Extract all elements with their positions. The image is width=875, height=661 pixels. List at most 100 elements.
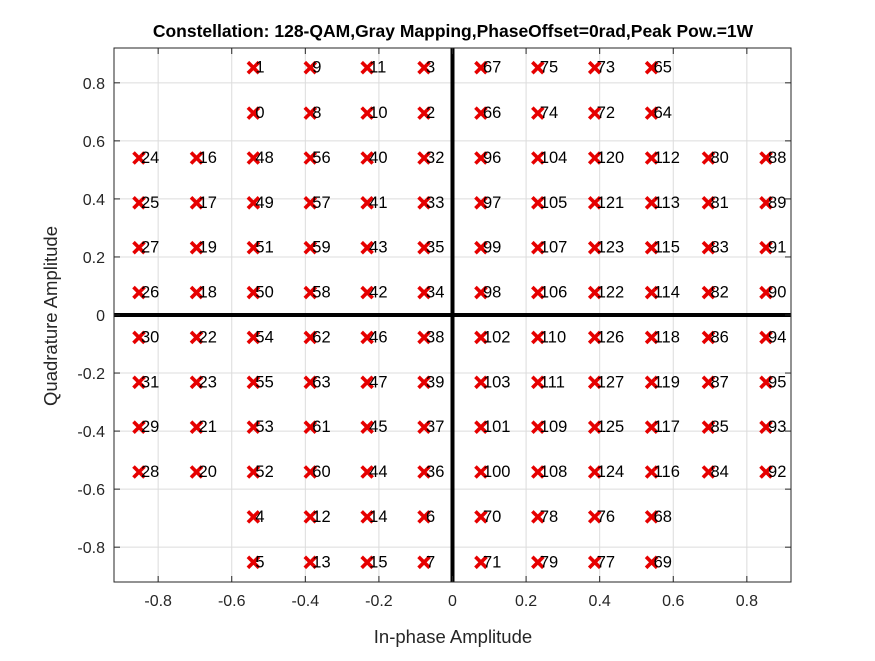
x-marker-stroke xyxy=(246,240,261,255)
point-label: 38 xyxy=(426,328,444,346)
constellation-point xyxy=(246,196,261,210)
x-tick-label: 0 xyxy=(448,593,457,610)
x-marker-stroke xyxy=(303,330,318,345)
constellation-point xyxy=(303,240,318,255)
point-label: 16 xyxy=(199,149,217,167)
point-label: 24 xyxy=(141,149,159,167)
x-marker-stroke xyxy=(531,151,545,165)
x-marker-stroke xyxy=(360,510,374,524)
constellation-point xyxy=(531,60,545,75)
point-label: 0 xyxy=(255,104,264,122)
chart-title: Constellation: 128-QAM,Gray Mapping,Phas… xyxy=(153,21,754,41)
constellation-point xyxy=(189,375,204,390)
point-label: 23 xyxy=(199,373,217,391)
point-label: 71 xyxy=(483,553,501,571)
point-label: 90 xyxy=(768,284,786,302)
constellation-point xyxy=(417,240,431,255)
point-label: 28 xyxy=(141,463,159,481)
y-tick-label: -0.4 xyxy=(77,424,105,441)
x-marker-stroke xyxy=(360,420,374,434)
x-tick-label: -0.4 xyxy=(292,593,320,610)
point-label: 86 xyxy=(710,328,728,346)
constellation-point xyxy=(474,151,488,165)
x-marker-stroke xyxy=(644,151,659,165)
constellation-point xyxy=(587,151,602,165)
x-marker-stroke xyxy=(587,60,602,75)
x-marker-stroke xyxy=(417,106,431,120)
x-marker-stroke xyxy=(759,151,773,165)
constellation-point xyxy=(759,375,773,390)
point-label: 9 xyxy=(312,59,321,77)
x-marker-stroke xyxy=(189,240,204,255)
x-marker-stroke xyxy=(474,285,488,300)
constellation-point xyxy=(417,285,431,300)
constellation-point xyxy=(189,285,204,300)
constellation-point xyxy=(303,330,318,345)
point-label: 45 xyxy=(369,418,387,436)
x-marker-stroke xyxy=(644,285,659,300)
x-marker-stroke xyxy=(587,465,602,479)
constellation-point xyxy=(360,420,374,434)
y-tick-label: 0.8 xyxy=(83,76,105,93)
x-marker-stroke xyxy=(701,465,716,479)
constellation-point xyxy=(303,196,318,210)
x-marker-stroke xyxy=(417,151,431,165)
constellation-point xyxy=(360,60,374,75)
x-marker-stroke xyxy=(417,240,431,255)
constellation-point xyxy=(360,196,374,210)
x-marker-stroke xyxy=(474,465,488,479)
point-label: 76 xyxy=(597,508,615,526)
constellation-point xyxy=(246,285,261,300)
x-marker-stroke xyxy=(587,420,602,434)
point-label: 13 xyxy=(312,553,330,571)
constellation-point xyxy=(587,465,602,479)
constellation-point xyxy=(759,151,773,165)
x-marker-stroke xyxy=(759,285,773,300)
point-label: 35 xyxy=(426,239,444,257)
x-marker-stroke xyxy=(417,510,431,524)
constellation-point xyxy=(303,555,318,570)
point-label: 113 xyxy=(654,194,680,212)
constellation-point xyxy=(417,555,431,570)
constellation-point xyxy=(303,106,318,120)
point-label: 101 xyxy=(483,418,511,436)
point-label: 65 xyxy=(654,59,672,77)
x-marker-stroke xyxy=(132,465,146,479)
constellation-point xyxy=(246,555,261,570)
x-marker-stroke xyxy=(132,330,146,345)
constellation-point xyxy=(531,240,545,255)
x-marker-stroke xyxy=(189,375,204,390)
point-label: 97 xyxy=(483,194,501,212)
point-label: 121 xyxy=(597,194,625,212)
point-label: 105 xyxy=(540,194,568,212)
x-marker-stroke xyxy=(474,151,488,165)
y-tick-label: 0.6 xyxy=(83,134,105,151)
point-label: 103 xyxy=(483,373,511,391)
constellation-point xyxy=(360,151,374,165)
point-label: 3 xyxy=(426,59,435,77)
x-marker-stroke xyxy=(189,285,204,300)
constellation-point xyxy=(303,60,318,75)
x-tick-label: -0.2 xyxy=(365,593,393,610)
point-label: 58 xyxy=(312,284,330,302)
x-marker-stroke xyxy=(644,375,659,390)
point-label: 118 xyxy=(654,328,680,346)
point-label: 122 xyxy=(597,284,625,302)
constellation-point xyxy=(474,196,488,210)
constellation-point xyxy=(132,285,146,300)
point-label: 18 xyxy=(199,284,217,302)
constellation-point xyxy=(644,330,659,345)
point-label: 83 xyxy=(710,239,728,257)
constellation-point xyxy=(360,375,374,390)
x-marker-stroke xyxy=(759,375,773,390)
constellation-point xyxy=(587,420,602,434)
x-marker-stroke xyxy=(303,106,318,120)
x-marker-stroke xyxy=(587,240,602,255)
point-label: 119 xyxy=(654,373,680,391)
x-marker-stroke xyxy=(132,285,146,300)
y-tick-label: 0.2 xyxy=(83,250,105,267)
x-marker-stroke xyxy=(644,420,659,434)
constellation-point xyxy=(246,420,261,434)
constellation-point xyxy=(132,330,146,345)
x-marker-stroke xyxy=(246,510,261,524)
